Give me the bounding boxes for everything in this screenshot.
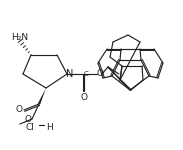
- Text: H: H: [46, 123, 53, 132]
- Text: H₂N: H₂N: [11, 33, 28, 42]
- Text: O: O: [16, 105, 23, 114]
- Text: O: O: [81, 93, 87, 102]
- Polygon shape: [38, 88, 46, 105]
- Text: O: O: [25, 116, 31, 124]
- Text: N: N: [66, 69, 73, 79]
- Text: C: C: [83, 71, 88, 77]
- Text: O: O: [96, 69, 104, 78]
- Text: Cl: Cl: [25, 123, 34, 132]
